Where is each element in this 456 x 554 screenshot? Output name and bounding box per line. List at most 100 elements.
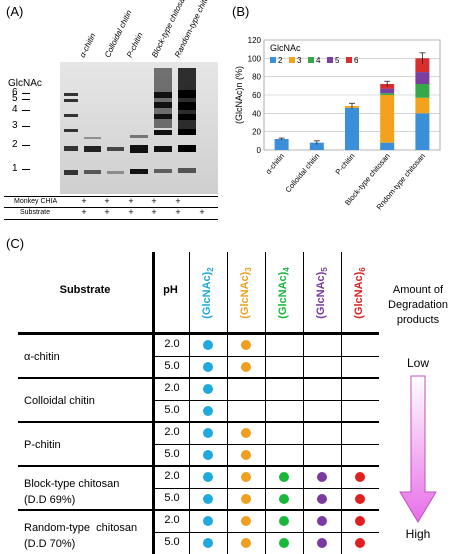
dp-header-sub: 5 [320,267,330,272]
legend-label: 3 [297,56,302,65]
ph-vertical-divider [152,252,155,554]
legend-swatch [289,57,295,63]
ph-value: 5.0 [164,360,180,372]
bar-segment [415,58,430,73]
dp-header-base: (GlcNAc) [352,271,365,319]
bar-segment [415,113,430,150]
amount-dot [279,516,289,526]
amount-dot [355,472,365,482]
substrate-line: Block-type chitosan [24,478,120,490]
dp-header-sub: 2 [206,267,216,272]
plus-mark: + [175,207,181,217]
substrate-name: α-chitin [24,349,150,365]
amount-dot [203,428,213,438]
legend-low-label: Low [406,356,429,370]
bar-segment [309,142,324,150]
legend-high-label: High [405,527,431,541]
y-tick-label: 60 [252,91,261,100]
dp-tick [22,93,30,94]
monkey-chia-label: Monkey CHIA [14,198,58,205]
amount-dot [203,472,213,482]
panel-c-label: (C) [6,236,25,251]
plus-mark: + [81,207,87,217]
amount-dot [203,384,213,394]
dp-header-base: (GlcNAc) [276,271,289,319]
dp-tick [22,169,30,170]
low-high-arrow [399,375,437,523]
legend-label: 5 [335,56,340,65]
dp-header-sub: 6 [358,267,368,272]
legend-title-line: Degradation [388,299,448,311]
dp-label: 5 [12,93,18,104]
amount-dot [241,516,251,526]
amount-dot [317,494,327,504]
row-divider [152,488,379,489]
plus-mark: + [175,196,181,206]
bar-segment [380,95,395,143]
dp-tick [22,145,30,146]
amount-dot [355,494,365,504]
amount-dot [317,472,327,482]
gel-row-divider-2 [4,207,218,208]
dp-header-base: (GlcNAc) [314,271,327,319]
ph-value: 5.0 [164,448,180,460]
y-tick-label: 120 [248,36,262,45]
dp-label: 1 [12,163,18,174]
group-divider [18,465,379,467]
ph-value: 2.0 [164,514,180,526]
legend-title-line: Amount of [392,284,444,296]
amount-dot [279,538,289,548]
amount-dot [317,516,327,526]
ph-value: 2.0 [164,338,180,350]
substrate-name: Block-type chitosan (D.D 69%) [24,476,150,508]
dp-header-label: (GlcNAc)5 [315,267,329,319]
substrate-line: Colloidal chitin [24,395,95,407]
gel-bands [60,62,218,194]
legend-label: 2 [278,56,283,65]
bar-segment [415,72,430,84]
ph-value: 5.0 [164,536,180,548]
amount-dot [241,538,251,548]
plus-mark: + [128,207,134,217]
plus-mark: + [81,196,87,206]
y-tick-label: 40 [252,109,261,118]
amount-dot [241,472,251,482]
amount-dot [241,362,251,372]
y-tick-label: 20 [252,128,261,137]
tlc-gel-image [60,62,218,194]
ph-value: 5.0 [164,492,180,504]
y-axis-label: (GlcNAc)n (%) [234,66,244,124]
y-tick-label: 0 [257,146,262,155]
plus-mark: + [104,207,110,217]
bar-segment [345,107,359,150]
substrate-line: α-chitin [24,351,60,363]
x-tick-label: Colloidal chitin [283,152,321,195]
gel-row-divider-1 [4,196,218,197]
dp-label: 2 [12,139,18,150]
dp-header-label: (GlcNAc)2 [201,267,215,319]
bar-segment [415,97,430,114]
substrate-name: Random-type chitosan (D.D 70%) [24,520,150,552]
panel-a-label: (A) [6,4,24,19]
dp-header-base: (GlcNAc) [200,271,213,319]
substrate-line: (D.D 69%) [24,494,76,506]
dp-header-label: (GlcNAc)4 [277,267,291,319]
group-divider [18,377,379,379]
legend-label: 4 [316,56,321,65]
amount-dot [279,494,289,504]
dp-header-label: (GlcNAc)3 [239,267,253,319]
legend-swatch [270,57,276,63]
amount-dot [317,538,327,548]
amount-dot [241,494,251,504]
legend-swatch [346,57,352,63]
substrate-name: P-chitin [24,437,150,453]
dp-header: (GlcNAc)4 [265,256,303,330]
substrate-line: (D.D 70%) [24,538,76,550]
col-divider [227,252,228,554]
amount-dot [203,340,213,350]
ph-header: pH [163,284,178,296]
amount-dot [203,516,213,526]
substrate-row-label: Substrate [20,209,50,216]
col-divider [341,252,342,554]
amount-dot [203,494,213,504]
